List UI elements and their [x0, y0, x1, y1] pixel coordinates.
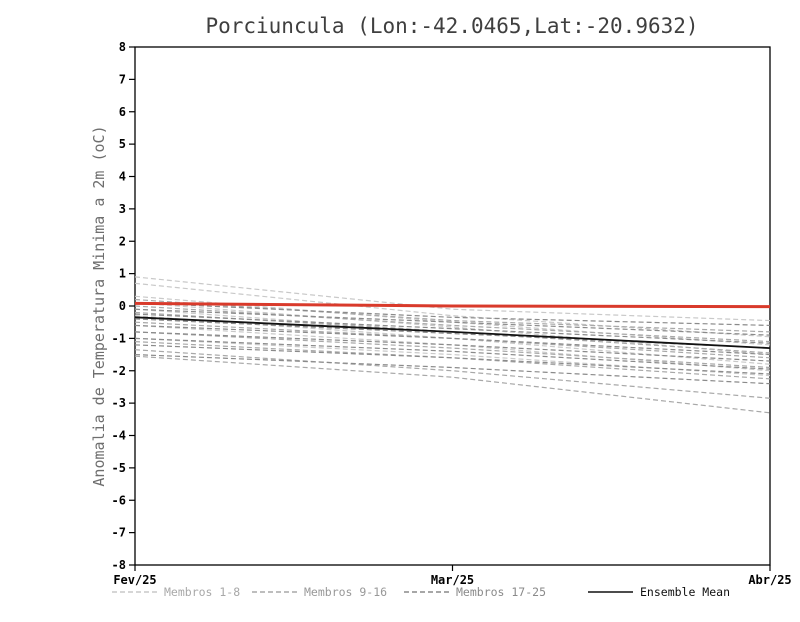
- member-line: [134, 298, 771, 333]
- y-tick-label: -5: [112, 461, 126, 475]
- member-line: [134, 324, 771, 356]
- y-tick-label: -7: [112, 526, 126, 540]
- member-line: [134, 355, 771, 414]
- legend-label: Membros 1-8: [164, 585, 240, 599]
- y-tick-label: -3: [112, 396, 126, 410]
- member-line: [134, 331, 771, 369]
- member-line: [134, 331, 771, 362]
- plot-area: -8 -7 -6 -5 -4 -3 -2 -1 0 1 2 3 4 5 6 7 8 Fev/25 Mar/25 Abr…: [112, 40, 792, 587]
- member-line: [134, 341, 771, 380]
- y-tick-label: -2: [112, 364, 126, 378]
- y-tick-label: -8: [112, 558, 126, 572]
- member-line: [134, 276, 771, 322]
- y-tick-label: 6: [119, 105, 126, 119]
- legend-label: Membros 17-25: [456, 585, 546, 599]
- member-line: [134, 302, 771, 327]
- y-tick-label: 3: [119, 202, 126, 216]
- member-line: [134, 308, 771, 336]
- y-tick-label: 7: [119, 72, 126, 86]
- member-line: [134, 353, 771, 385]
- member-line: [134, 337, 771, 370]
- y-tick-label: 1: [119, 267, 126, 281]
- y-axis-label: Anomalia de Temperatura Minima a 2m (oC): [90, 125, 108, 486]
- zero-anomaly-line: [134, 301, 771, 309]
- y-tick-label: -4: [112, 429, 126, 443]
- y-tick-label: 8: [119, 40, 126, 54]
- y-tick-label: 4: [119, 170, 126, 184]
- legend-label: Ensemble Mean: [640, 585, 730, 599]
- member-line: [134, 324, 771, 372]
- ensemble-mean-line: [134, 316, 771, 349]
- x-tick-label: Mar/25: [431, 573, 474, 587]
- member-line: [134, 349, 771, 399]
- x-tick-label: Abr/25: [748, 573, 791, 587]
- chart-legend: Membros 1-8 Membros 9-16 Membros 17-25 Ense…: [112, 585, 730, 599]
- member-line: [134, 321, 771, 359]
- y-tick-label: -1: [112, 331, 126, 345]
- legend-label: Membros 9-16: [304, 585, 387, 599]
- chart-title: Porciuncula (Lon:-42.0465,Lat:-20.9632): [205, 14, 698, 38]
- y-tick-label: 0: [119, 299, 126, 313]
- member-line: [134, 313, 771, 344]
- member-line: [134, 282, 771, 338]
- y-tick-label: -6: [112, 493, 126, 507]
- y-tick-label: 2: [119, 234, 126, 248]
- x-tick-label: Fev/25: [113, 573, 156, 587]
- member-line: [134, 344, 771, 375]
- member-line: [134, 305, 771, 343]
- y-tick-label: 5: [119, 137, 126, 151]
